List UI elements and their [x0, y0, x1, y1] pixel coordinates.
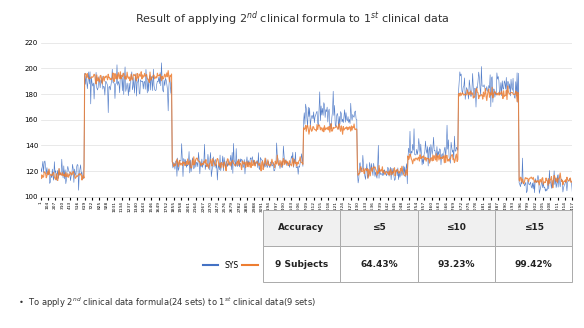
Legend: SYS, ESYS: SYS, ESYS: [200, 258, 286, 273]
Text: Result of applying 2$^{nd}$ clinical formula to 1$^{st}$ clinical data: Result of applying 2$^{nd}$ clinical for…: [135, 10, 449, 29]
Text: •  To apply 2$^{nd}$ clinical data formula(24 sets) to 1$^{st}$ clinical data(9 : • To apply 2$^{nd}$ clinical data formul…: [18, 295, 315, 310]
